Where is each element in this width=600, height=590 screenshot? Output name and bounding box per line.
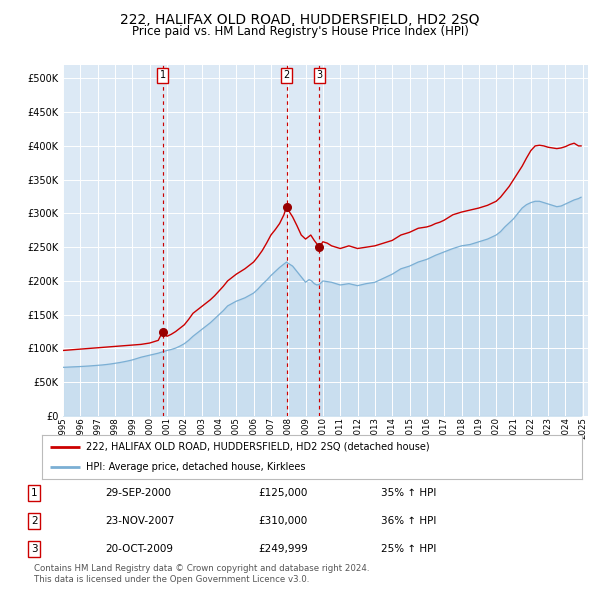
Text: HPI: Average price, detached house, Kirklees: HPI: Average price, detached house, Kirk… bbox=[86, 462, 306, 472]
Text: 35% ↑ HPI: 35% ↑ HPI bbox=[381, 488, 436, 497]
Text: 222, HALIFAX OLD ROAD, HUDDERSFIELD, HD2 2SQ (detached house): 222, HALIFAX OLD ROAD, HUDDERSFIELD, HD2… bbox=[86, 442, 430, 452]
Text: 2: 2 bbox=[31, 516, 38, 526]
Text: 36% ↑ HPI: 36% ↑ HPI bbox=[381, 516, 436, 526]
Text: Contains HM Land Registry data © Crown copyright and database right 2024.: Contains HM Land Registry data © Crown c… bbox=[34, 565, 370, 573]
Text: £249,999: £249,999 bbox=[258, 545, 308, 554]
Text: 20-OCT-2009: 20-OCT-2009 bbox=[105, 545, 173, 554]
Text: 1: 1 bbox=[160, 70, 166, 80]
Text: 2: 2 bbox=[283, 70, 290, 80]
Text: This data is licensed under the Open Government Licence v3.0.: This data is licensed under the Open Gov… bbox=[34, 575, 310, 584]
Text: £310,000: £310,000 bbox=[258, 516, 307, 526]
Text: £125,000: £125,000 bbox=[258, 488, 307, 497]
Text: 222, HALIFAX OLD ROAD, HUDDERSFIELD, HD2 2SQ: 222, HALIFAX OLD ROAD, HUDDERSFIELD, HD2… bbox=[120, 13, 480, 27]
Text: 25% ↑ HPI: 25% ↑ HPI bbox=[381, 545, 436, 554]
Text: 29-SEP-2000: 29-SEP-2000 bbox=[105, 488, 171, 497]
Text: 3: 3 bbox=[316, 70, 322, 80]
Text: Price paid vs. HM Land Registry's House Price Index (HPI): Price paid vs. HM Land Registry's House … bbox=[131, 25, 469, 38]
Text: 23-NOV-2007: 23-NOV-2007 bbox=[105, 516, 175, 526]
Text: 1: 1 bbox=[31, 488, 38, 497]
Text: 3: 3 bbox=[31, 545, 38, 554]
